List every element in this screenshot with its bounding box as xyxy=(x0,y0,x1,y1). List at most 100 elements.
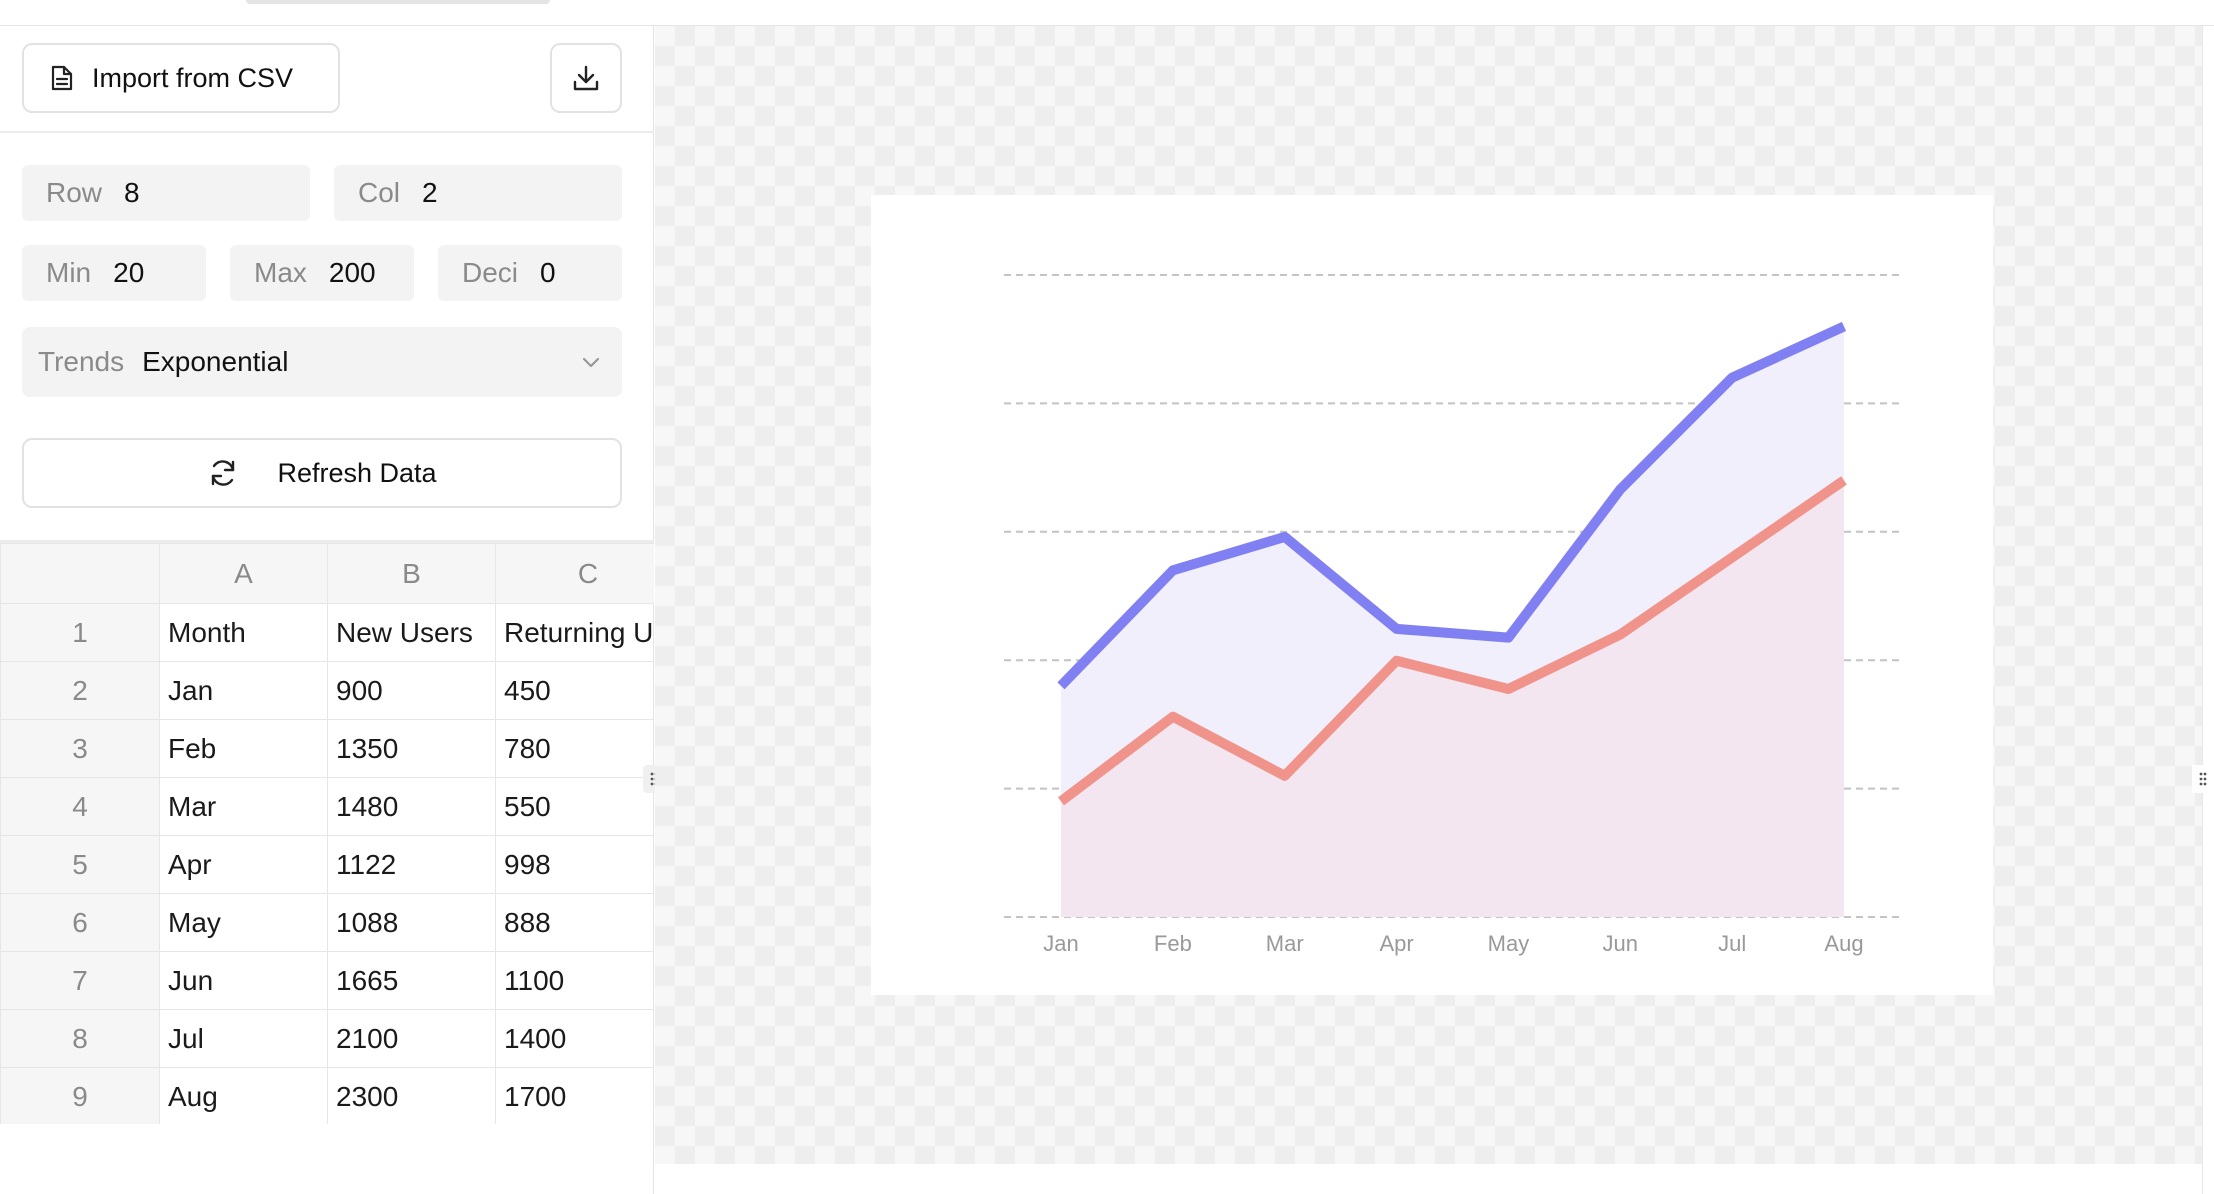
x-tick-label: Feb xyxy=(1154,931,1192,956)
series-areas xyxy=(1061,326,1844,917)
row-number[interactable]: 4 xyxy=(0,777,160,836)
chevron-down-icon xyxy=(582,357,600,368)
table-row: 5 Apr 1122 998 xyxy=(0,835,654,894)
column-header[interactable]: B xyxy=(327,543,496,604)
table-cell[interactable]: 1122 xyxy=(327,835,496,894)
table-cell[interactable]: 1350 xyxy=(327,719,496,778)
panel-divider xyxy=(0,540,654,543)
row-count-value[interactable]: 8 xyxy=(124,177,140,208)
panel-divider xyxy=(0,131,654,133)
col-count-value[interactable]: 2 xyxy=(422,177,438,208)
trends-value: Exponential xyxy=(142,346,289,377)
table-cell[interactable]: 1700 xyxy=(495,1067,654,1124)
data-spreadsheet[interactable]: A B C 1 Month New Users Returning U 2 Ja… xyxy=(0,543,654,1124)
series-area-1 xyxy=(1061,480,1844,917)
import-csv-button[interactable]: Import from CSV xyxy=(22,43,340,113)
table-cell[interactable]: New Users xyxy=(327,603,496,662)
row-number[interactable]: 2 xyxy=(0,661,160,720)
table-cell[interactable]: Month xyxy=(159,603,328,662)
table-cell[interactable]: Returning U xyxy=(495,603,654,662)
max-value-value[interactable]: 200 xyxy=(328,257,376,288)
table-cell[interactable]: 450 xyxy=(495,661,654,720)
decimals-field[interactable]: Deci 0 xyxy=(438,245,622,301)
x-tick-label: Jan xyxy=(1043,931,1078,956)
refresh-data-button[interactable]: Refresh Data xyxy=(22,438,622,508)
table-cell[interactable]: Aug xyxy=(159,1067,328,1124)
min-value-field[interactable]: Min 20 xyxy=(22,245,206,301)
row-count-label: Row xyxy=(46,177,103,208)
table-cell[interactable]: 998 xyxy=(495,835,654,894)
chart-card: Jan Feb Mar Apr May Jun Jul Aug xyxy=(871,195,1993,995)
grip-vertical-icon xyxy=(2199,772,2207,786)
top-tab-indicator[interactable] xyxy=(246,0,550,4)
row-number[interactable]: 6 xyxy=(0,893,160,952)
top-strip xyxy=(0,0,2214,26)
row-number[interactable]: 5 xyxy=(0,835,160,894)
table-cell[interactable]: 1400 xyxy=(495,1009,654,1068)
data-panel: Import from CSV Row 8 Col 2 Min 20 Max 2… xyxy=(0,26,654,1194)
table-cell[interactable]: Feb xyxy=(159,719,328,778)
download-icon xyxy=(573,65,599,91)
table-cell[interactable]: Jun xyxy=(159,951,328,1010)
spreadsheet-grid: A B C 1 Month New Users Returning U 2 Ja… xyxy=(0,543,654,1124)
table-cell[interactable]: 1100 xyxy=(495,951,654,1010)
table-cell[interactable]: 1665 xyxy=(327,951,496,1010)
table-cell[interactable]: Mar xyxy=(159,777,328,836)
table-cell[interactable]: 780 xyxy=(495,719,654,778)
table-row: 7 Jun 1665 1100 xyxy=(0,951,654,1010)
table-cell[interactable]: 900 xyxy=(327,661,496,720)
column-header[interactable]: A xyxy=(159,543,328,604)
table-cell[interactable]: 2300 xyxy=(327,1067,496,1124)
refresh-data-label: Refresh Data xyxy=(277,457,437,488)
col-count-field[interactable]: Col 2 xyxy=(334,165,622,221)
x-tick-label: Jun xyxy=(1603,931,1638,956)
min-value-value[interactable]: 20 xyxy=(113,257,145,288)
column-header-row: A B C xyxy=(0,543,654,604)
table-cell[interactable]: 1088 xyxy=(327,893,496,952)
table-row: 3 Feb 1350 780 xyxy=(0,719,654,778)
table-row: 4 Mar 1480 550 xyxy=(0,777,654,836)
table-cell[interactable]: Apr xyxy=(159,835,328,894)
series-line-0[interactable] xyxy=(1057,321,1847,690)
table-row: 8 Jul 2100 1400 xyxy=(0,1009,654,1068)
table-row: 6 May 1088 888 xyxy=(0,893,654,952)
table-row: 9 Aug 2300 1700 xyxy=(0,1067,654,1124)
min-value-label: Min xyxy=(46,257,92,288)
file-text-icon xyxy=(51,65,73,91)
trends-select[interactable]: Trends Exponential xyxy=(22,327,622,397)
table-row: 2 Jan 900 450 xyxy=(0,661,654,720)
row-number[interactable]: 9 xyxy=(0,1067,160,1124)
right-panel-edge xyxy=(2202,26,2214,1194)
series-lines xyxy=(1057,321,1847,806)
table-cell[interactable]: 888 xyxy=(495,893,654,952)
row-number[interactable]: 7 xyxy=(0,951,160,1010)
row-number[interactable]: 8 xyxy=(0,1009,160,1068)
refresh-icon xyxy=(212,460,235,486)
table-cell[interactable]: Jul xyxy=(159,1009,328,1068)
x-tick-label: Apr xyxy=(1379,931,1413,956)
column-header[interactable]: C xyxy=(495,543,654,604)
max-value-label: Max xyxy=(254,257,307,288)
table-cell[interactable]: May xyxy=(159,893,328,952)
trends-label: Trends xyxy=(38,346,125,377)
row-number[interactable]: 3 xyxy=(0,719,160,778)
download-button[interactable] xyxy=(550,43,622,113)
import-csv-label: Import from CSV xyxy=(92,62,294,93)
area-chart: Jan Feb Mar Apr May Jun Jul Aug xyxy=(1004,274,1902,956)
select-all-corner[interactable] xyxy=(0,543,160,604)
x-tick-label: Mar xyxy=(1266,931,1304,956)
right-resize-handle[interactable] xyxy=(2192,765,2214,793)
table-cell[interactable]: 550 xyxy=(495,777,654,836)
decimals-value[interactable]: 0 xyxy=(540,257,556,288)
row-count-field[interactable]: Row 8 xyxy=(22,165,310,221)
x-tick-label: Aug xyxy=(1824,931,1863,956)
series-line-1[interactable] xyxy=(1057,476,1847,806)
table-cell[interactable]: 2100 xyxy=(327,1009,496,1068)
row-number[interactable]: 1 xyxy=(0,603,160,662)
max-value-field[interactable]: Max 200 xyxy=(230,245,414,301)
x-tick-label: Jul xyxy=(1718,931,1746,956)
table-cell[interactable]: Jan xyxy=(159,661,328,720)
table-cell[interactable]: 1480 xyxy=(327,777,496,836)
x-axis-labels: Jan Feb Mar Apr May Jun Jul Aug xyxy=(1043,931,1863,956)
